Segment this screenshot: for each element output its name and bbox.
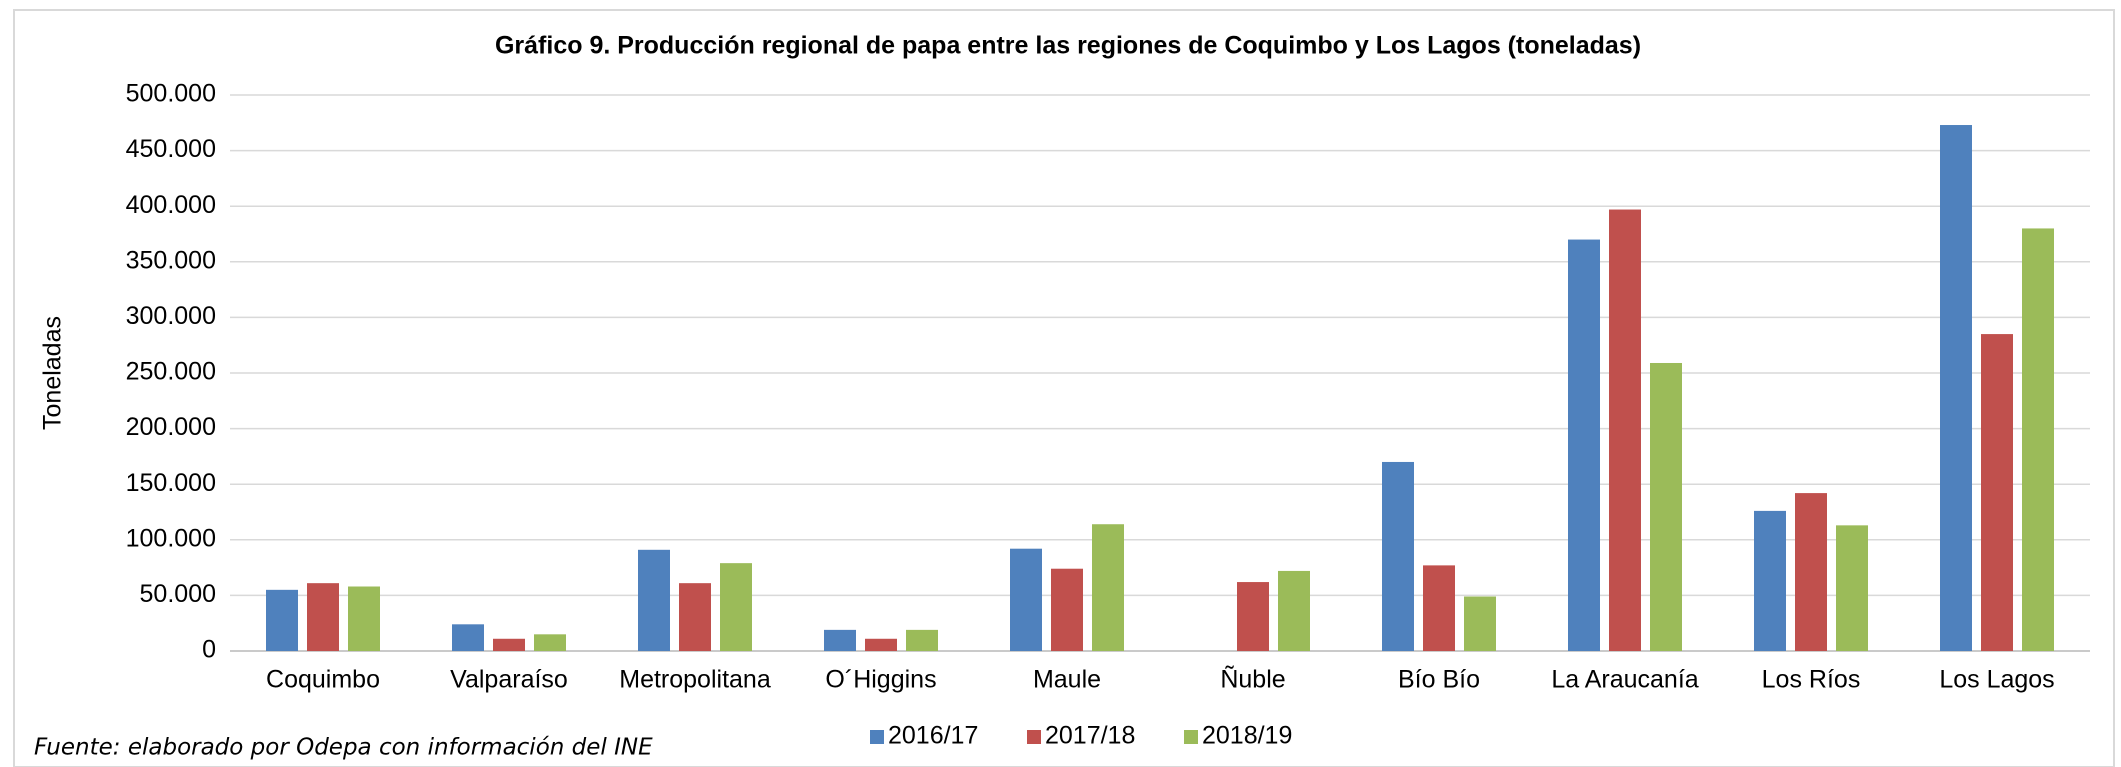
legend-label: 2016/17 — [888, 722, 978, 750]
y-axis-label: Toneladas — [39, 316, 67, 430]
y-tick-label: 0 — [202, 636, 216, 664]
bar — [1836, 525, 1868, 651]
bar — [679, 583, 711, 651]
y-tick-label: 250.000 — [126, 358, 216, 386]
legend-swatch — [1184, 730, 1198, 744]
bar — [1981, 334, 2013, 651]
bar — [1382, 461, 1414, 651]
bar — [1423, 565, 1455, 651]
x-tick-label: La Araucanía — [1551, 666, 1698, 694]
bar — [1609, 209, 1641, 651]
y-tick-label: 100.000 — [126, 524, 216, 552]
bar — [1568, 239, 1600, 651]
y-tick-label: 150.000 — [126, 469, 216, 497]
bar — [307, 583, 339, 651]
bar — [1650, 362, 1682, 651]
bar — [720, 563, 752, 651]
bar — [1795, 493, 1827, 651]
y-tick-label: 450.000 — [126, 135, 216, 163]
bar — [493, 638, 525, 651]
chart-title: Gráfico 9. Producción regional de papa e… — [495, 32, 1641, 60]
y-tick-label: 50.000 — [140, 580, 216, 608]
bar — [1092, 524, 1124, 651]
bar — [452, 624, 484, 651]
y-tick-label: 500.000 — [126, 80, 216, 108]
bar — [534, 634, 566, 651]
bar — [266, 589, 298, 651]
source-note: Fuente: elaborado por Odepa con informac… — [34, 735, 653, 761]
bar — [865, 638, 897, 651]
x-tick-label: Los Ríos — [1762, 666, 1861, 694]
bar — [1237, 582, 1269, 651]
x-tick-label: O´Higgins — [825, 666, 936, 694]
bar — [638, 549, 670, 651]
legend-swatch — [870, 730, 884, 744]
bar — [1754, 510, 1786, 651]
bar — [2022, 228, 2054, 651]
legend-swatch — [1027, 730, 1041, 744]
y-tick-label: 350.000 — [126, 246, 216, 274]
bar — [1010, 548, 1042, 651]
bar — [906, 629, 938, 651]
bar — [1940, 125, 1972, 652]
bar — [1278, 570, 1310, 651]
bar — [824, 629, 856, 651]
x-tick-label: Metropolitana — [619, 666, 771, 694]
x-tick-label: Los Lagos — [1939, 666, 2054, 694]
bar — [1051, 568, 1083, 651]
bar — [348, 586, 380, 651]
x-tick-label: Coquimbo — [266, 666, 380, 694]
y-tick-label: 400.000 — [126, 191, 216, 219]
x-tick-label: Maule — [1033, 666, 1101, 694]
legend-label: 2018/19 — [1202, 722, 1292, 750]
x-tick-label: Ñuble — [1220, 665, 1285, 694]
y-tick-label: 300.000 — [126, 302, 216, 330]
legend-label: 2017/18 — [1045, 722, 1135, 750]
x-tick-label: Valparaíso — [450, 666, 568, 694]
chart-border — [13, 9, 2115, 767]
y-tick-label: 200.000 — [126, 413, 216, 441]
x-tick-label: Bío Bío — [1398, 666, 1480, 694]
bar — [1464, 596, 1496, 651]
